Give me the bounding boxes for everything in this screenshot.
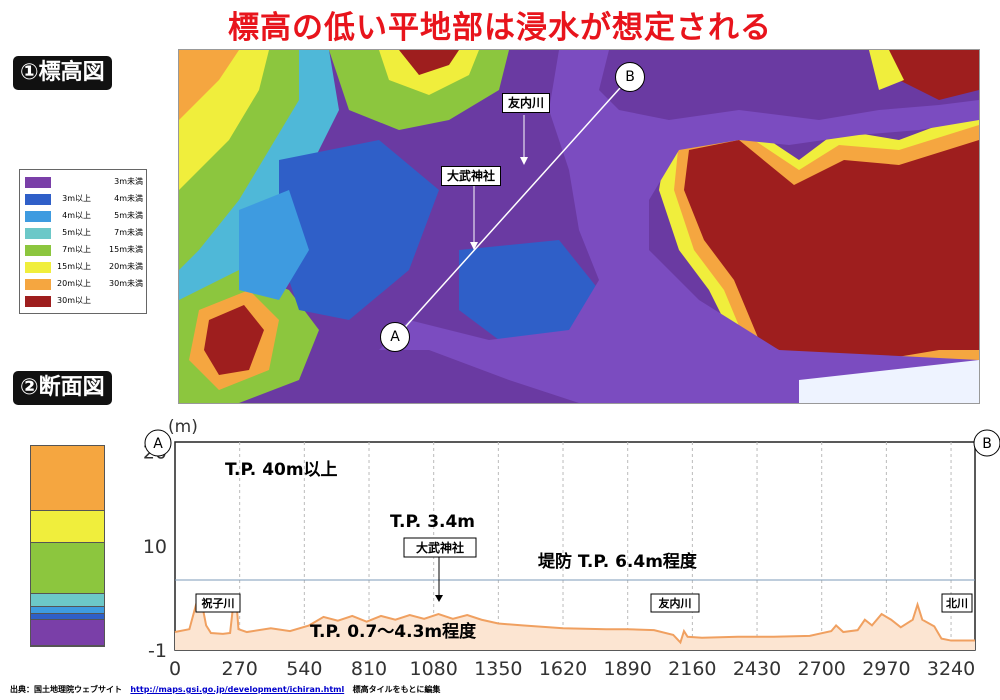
x-tick-label: 2970 (862, 658, 910, 680)
x-tick-label: 2430 (733, 658, 781, 680)
river-left-box (195, 593, 241, 613)
strip-band (31, 446, 104, 511)
end-b-circle (973, 429, 1000, 457)
strip-band (31, 542, 104, 595)
legend-lower: 5m以上 (62, 228, 91, 237)
strip-band (31, 620, 104, 646)
end-a-circle (144, 429, 172, 457)
x-tick-label: 1890 (604, 658, 652, 680)
section-label-profile: ②断面図 (13, 371, 112, 405)
source-suffix: 標高タイルをもとに編集 (352, 685, 441, 694)
map-label-shrine: 大武神社 (441, 166, 502, 186)
elevation-map: 友内川 大武神社 A B (178, 49, 980, 404)
profile-line (174, 593, 975, 645)
legend-row: 30m以上 (25, 294, 143, 308)
shrine-callout-arrow (435, 595, 443, 602)
legend-lower: 30m以上 (57, 296, 91, 305)
legend-swatch (25, 279, 51, 290)
legend-upper: 5m未満 (114, 211, 143, 220)
plot-area (174, 441, 976, 651)
x-tick-label: 1620 (539, 658, 587, 680)
elevation-legend: 3m未満 3m以上 4m未満 4m以上 5m未満 5m以上 7m未満 7m以上 15m未満 15m… (19, 169, 147, 314)
river-mid-label: 友内川 (659, 596, 692, 610)
legend-upper: 15m未満 (109, 245, 143, 254)
x-tick-label: 1350 (474, 658, 522, 680)
strip-band (31, 510, 104, 543)
legend-swatch (25, 262, 51, 273)
river-right-box (941, 593, 973, 613)
strip-band (31, 607, 104, 614)
x-tick-label: 3240 (927, 658, 975, 680)
legend-lower: 15m以上 (57, 262, 91, 271)
x-tick-label: 0 (169, 658, 181, 680)
legend-row: 5m以上 7m未満 (25, 226, 143, 240)
page-title: 標高の低い平地部は浸水が想定される (228, 10, 772, 46)
profile-chart: 0 270 540 810 1080 1350 1620 1890 2160 2430 2700 29… (120, 412, 1000, 687)
x-tick-label: 540 (286, 658, 322, 680)
profile-color-strip (30, 445, 105, 647)
annotation-tp-shrine: T.P. 3.4m (390, 512, 475, 532)
legend-upper: 7m未満 (114, 228, 143, 237)
y-tick-label: 10 (143, 536, 167, 558)
map-label-river: 友内川 (502, 93, 551, 113)
legend-swatch (25, 228, 51, 239)
legend-lower: 7m以上 (62, 245, 91, 254)
section-label-elevation: ①標高図 (13, 56, 112, 90)
river-right-label: 北川 (946, 596, 968, 610)
legend-lower: 3m以上 (62, 194, 91, 203)
x-tick-label: 270 (222, 658, 258, 680)
annotation-levee: 堤防 T.P. 6.4m程度 (538, 551, 698, 572)
legend-upper: 4m未満 (114, 194, 143, 203)
end-a-label: A (153, 436, 163, 452)
shrine-callout-box (403, 537, 477, 558)
x-tick-label: 810 (351, 658, 387, 680)
x-tick-label: 2160 (668, 658, 716, 680)
legend-swatch (25, 296, 51, 307)
legend-lower: 4m以上 (62, 211, 91, 220)
legend-row: 3m未満 (25, 175, 143, 189)
source-prefix: 出典：国土地理院ウェブサイト (10, 685, 122, 694)
legend-upper: 3m未満 (114, 177, 143, 186)
profile-chart-graphic: 0 270 540 810 1080 1350 1620 1890 2160 2430 2700 29… (143, 417, 1000, 680)
annotation-tp-high: T.P. 40m以上 (225, 460, 338, 480)
x-tick-label: 2700 (798, 658, 846, 680)
x-tick-label: 1080 (410, 658, 458, 680)
strip-band (31, 594, 104, 608)
legend-upper: 30m未満 (109, 279, 143, 288)
y-tick-label: -1 (148, 640, 167, 662)
legend-lower: 20m以上 (57, 279, 91, 288)
legend-row: 15m以上 20m未満 (25, 260, 143, 274)
strip-band (31, 613, 104, 621)
legend-swatch (25, 194, 51, 205)
legend-row: 20m以上 30m未満 (25, 277, 143, 291)
legend-row: 3m以上 4m未満 (25, 192, 143, 206)
map-point-b: B (615, 62, 645, 92)
source-url[interactable]: http://maps.gsi.go.jp/development/ichira… (130, 685, 345, 694)
end-b-label: B (982, 436, 992, 452)
legend-upper: 20m未満 (109, 262, 143, 271)
legend-swatch (25, 211, 51, 222)
shrine-callout-label: 大武神社 (416, 540, 464, 555)
y-axis-label: (m) (168, 417, 198, 437)
river-left-label: 祝子川 (202, 596, 235, 610)
source-note: 出典：国土地理院ウェブサイト http://maps.gsi.go.jp/dev… (10, 684, 440, 695)
map-point-a: A (380, 322, 410, 352)
legend-row: 7m以上 15m未満 (25, 243, 143, 257)
annotation-plain: T.P. 0.7～4.3m程度 (310, 621, 477, 642)
legend-row: 4m以上 5m未満 (25, 209, 143, 223)
elevation-map-graphic (179, 50, 979, 403)
legend-swatch (25, 245, 51, 256)
river-mid-box (650, 593, 700, 613)
legend-swatch (25, 177, 51, 188)
